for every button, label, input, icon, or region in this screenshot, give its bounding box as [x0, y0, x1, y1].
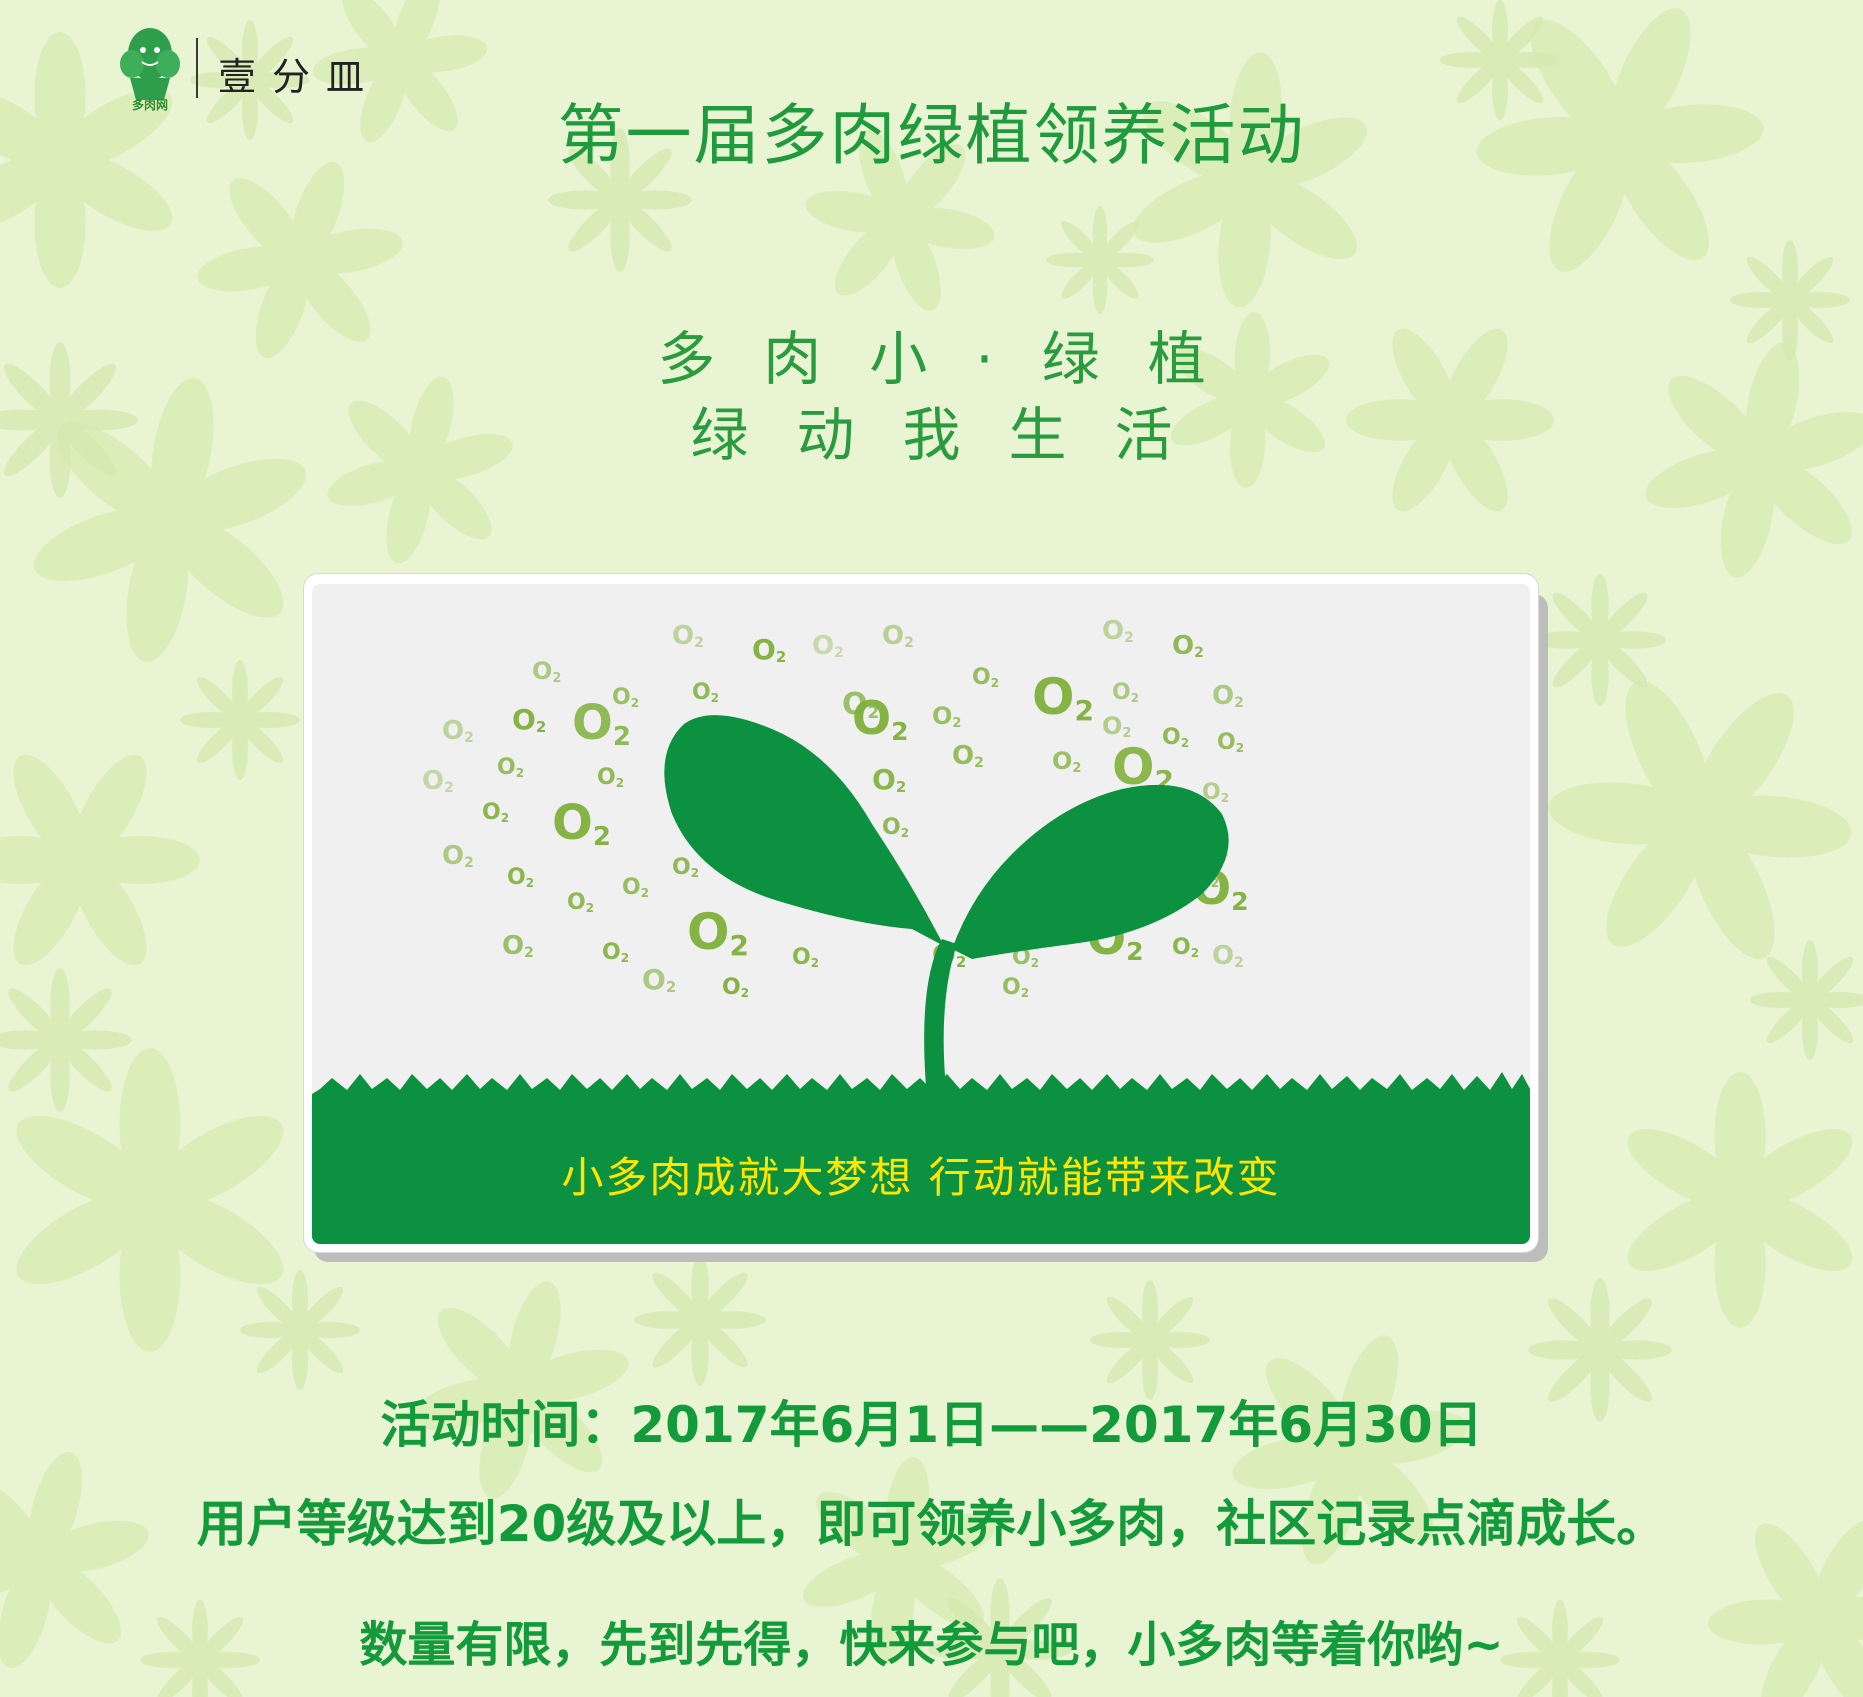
o2-molecule-icon: O2: [1052, 747, 1081, 776]
slogan-line-1: 多肉小·绿植: [657, 325, 1254, 393]
o2-molecule-icon: O2: [1217, 730, 1244, 755]
o2-molecule-icon: O2: [1002, 975, 1029, 1000]
page-title: 第一届多肉绿植领养活动: [557, 97, 1306, 174]
activity-requirement: 用户等级达到20级及以上，即可领养小多肉，社区记录点滴成长。: [196, 1495, 1667, 1553]
o2-molecule-icon: O2: [567, 890, 594, 915]
activity-call-to-action: 数量有限，先到先得，快来参与吧，小多肉等着你哟~: [359, 1617, 1504, 1673]
o2-molecule-icon: O2: [552, 795, 611, 852]
o2-molecule-icon: O2: [972, 665, 999, 690]
o2-molecule-icon: O2: [1032, 668, 1094, 727]
o2-molecule-icon: O2: [932, 702, 961, 731]
o2-molecule-icon: O2: [1172, 935, 1199, 960]
o2-molecule-icon: O2: [952, 741, 984, 771]
o2-molecule-icon: O2: [852, 691, 909, 746]
card-caption: 小多肉成就大梦想 行动就能带来改变: [561, 1153, 1281, 1202]
o2-molecule-icon: O2: [672, 621, 704, 651]
o2-molecule-icon: O2: [882, 621, 914, 651]
o2-molecule-icon: O2: [1162, 725, 1189, 750]
o2-molecule-icon: O2: [597, 765, 624, 790]
o2-molecule-icon: O2: [722, 975, 749, 1000]
slogan-line-2: 绿动我生活: [690, 401, 1221, 469]
o2-molecule-icon: O2: [1212, 681, 1244, 711]
o2-molecule-icon: O2: [442, 841, 474, 871]
seedling-icon: [664, 715, 1229, 1099]
grass-band: [312, 1072, 1530, 1244]
o2-molecule-icon: O2: [642, 963, 676, 996]
o2-molecule-icon: O2: [422, 766, 454, 796]
o2-molecule-icon: O2: [1172, 631, 1204, 661]
activity-time: 活动时间：2017年6月1日——2017年6月30日: [380, 1396, 1483, 1454]
illustration-card-inner: O2 O2 O2 O2 O2 O2 O2 O2 O2 O2 O2 O2 O2 O2 O2 O2 O2 O2 O2 O2…: [312, 584, 1530, 1244]
o2-molecule-icon: O2: [497, 755, 524, 780]
logo-divider: [196, 38, 198, 98]
o2-molecule-icon: O2: [507, 865, 534, 890]
o2-molecule-icon: O2: [792, 945, 819, 970]
o2-molecule-icon: O2: [1102, 616, 1134, 646]
o2-molecule-icon: O2: [882, 815, 909, 840]
brand-name: 壹分皿: [218, 55, 381, 99]
o2-molecule-icon: O2: [442, 716, 474, 746]
o2-molecule-icon: O2: [512, 703, 546, 736]
o2-molecule-icon: O2: [1212, 941, 1244, 971]
o2-molecule-icon: O2: [692, 680, 719, 705]
o2-molecule-icon: O2: [872, 763, 906, 796]
o2-molecule-icon: O2: [502, 931, 534, 961]
o2-molecule-icon: O2: [672, 855, 699, 880]
logo-caption: 多肉网: [131, 98, 168, 112]
o2-molecule-icon: O2: [752, 633, 786, 666]
seedling-illustration: O2 O2 O2 O2 O2 O2 O2 O2 O2 O2 O2 O2 O2 O2 O2 O2 O2 O2 O2 O2…: [312, 616, 1530, 1244]
o2-molecule-icon: O2: [1112, 680, 1139, 705]
cactus-logo-icon: [120, 28, 180, 100]
o2-molecule-icon: O2: [532, 657, 561, 686]
o2-molecule-icon: O2: [812, 631, 844, 661]
o2-molecule-icon: O2: [622, 875, 649, 900]
o2-molecule-icon: O2: [687, 903, 749, 962]
o2-molecule-icon: O2: [602, 940, 629, 965]
o2-molecule-icon: O2: [612, 685, 639, 710]
o2-molecule-icon: O2: [482, 800, 509, 825]
o2-molecule-icon: O2: [1102, 712, 1131, 741]
